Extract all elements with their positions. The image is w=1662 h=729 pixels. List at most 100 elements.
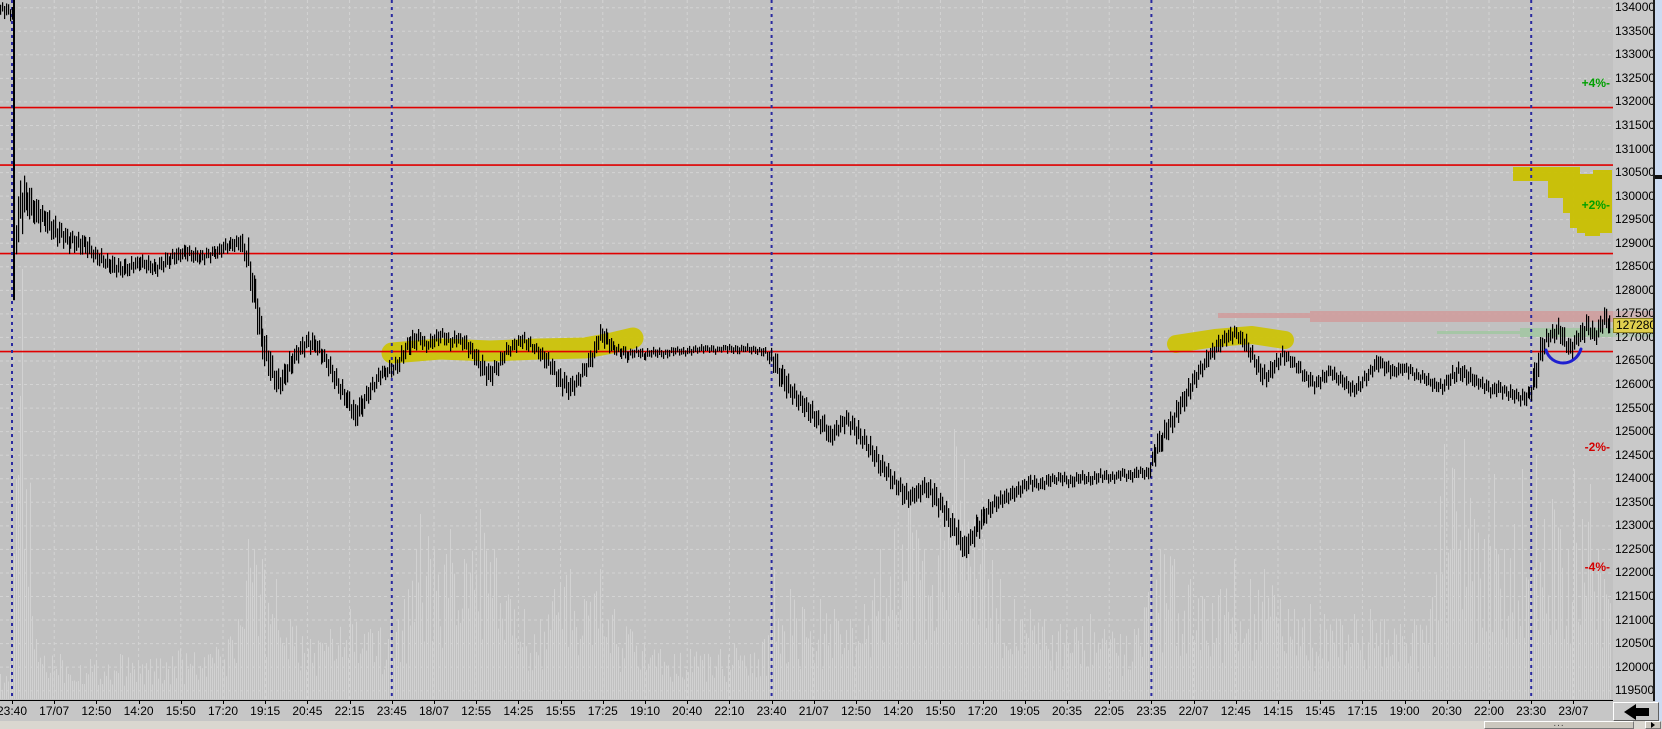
time-tick-mark — [729, 701, 731, 704]
price-tick-label: 134000 — [1615, 0, 1656, 15]
time-tick-label: 14:20 — [123, 704, 154, 718]
time-axis[interactable]: 23:40 17/07 12:50 14:20 15:50 17:20 19:15 20:45… — [0, 701, 1613, 721]
time-tick-mark — [602, 701, 604, 704]
time-tick-mark — [476, 701, 478, 704]
time-tick-mark — [898, 701, 900, 704]
time-tick-label: 17:20 — [967, 704, 998, 718]
price-tick-label: 127000 — [1615, 329, 1656, 344]
price-tick-label: 124500 — [1615, 447, 1656, 462]
time-tick-mark — [560, 701, 562, 704]
volume-bars — [0, 269, 1611, 699]
price-axis[interactable]: 134000 133500 133000 132500 132000 131500 1310… — [1613, 0, 1656, 701]
time-tick-label: 20:35 — [1051, 704, 1083, 718]
price-tick-label: 126500 — [1615, 353, 1656, 368]
time-tick-mark — [1320, 701, 1322, 704]
time-tick-label: 22:15 — [334, 704, 365, 718]
price-tick-label: 133000 — [1615, 47, 1656, 62]
price-tick-label: 121500 — [1615, 589, 1656, 603]
time-tick-label: 17:25 — [587, 704, 618, 718]
time-tick-mark — [180, 701, 182, 704]
time-tick-label: 17/07 — [39, 704, 70, 718]
time-tick-mark — [518, 701, 520, 704]
price-bars — [0, 0, 1611, 559]
price-tick-label: 129500 — [1615, 212, 1656, 227]
time-tick-label: 15:45 — [1305, 704, 1336, 718]
time-tick-label: 17:20 — [207, 704, 239, 718]
chart-canvas[interactable] — [0, 0, 1613, 700]
time-tick-mark — [1573, 701, 1575, 704]
time-tick-label: 15:50 — [925, 704, 956, 718]
time-tick-label: 22:00 — [1473, 704, 1505, 718]
time-tick-label: 14:15 — [1262, 704, 1294, 718]
price-tick-label: 132000 — [1615, 94, 1656, 109]
time-tick-label: 19:05 — [1009, 704, 1040, 718]
price-tick-label: 126000 — [1615, 377, 1656, 392]
time-tick-label: 20:40 — [672, 704, 703, 718]
price-tick-label: 123000 — [1615, 518, 1656, 533]
time-tick-label: 19:00 — [1389, 704, 1420, 718]
yellow-highlight-zones[interactable] — [381, 167, 1612, 364]
time-tick-mark — [1362, 701, 1364, 704]
time-tick-label: 15:55 — [545, 704, 576, 718]
time-tick-label: 12:45 — [1220, 704, 1251, 718]
right-arrow-icon — [1651, 722, 1655, 728]
blue-arc-annotation[interactable] — [1544, 347, 1583, 365]
price-tick-label: 120500 — [1615, 636, 1656, 651]
grid-lines — [0, 0, 1613, 700]
time-tick-mark — [1531, 701, 1533, 704]
time-tick-label: 12:55 — [461, 704, 492, 718]
scrollbar-thumb[interactable]: ... — [1484, 719, 1634, 729]
time-tick-mark — [1278, 701, 1279, 704]
price-tick-label: 124000 — [1615, 471, 1656, 486]
time-tick-label: 12:50 — [840, 704, 872, 718]
time-tick-mark — [1109, 701, 1111, 704]
time-tick-label: 23:40 — [0, 704, 28, 718]
time-tick-mark — [12, 701, 13, 704]
time-tick-mark — [1489, 701, 1490, 704]
percent-level-label: -4%- — [1584, 560, 1610, 574]
supply-demand-bands[interactable] — [1218, 311, 1613, 337]
price-tick-label: 121000 — [1615, 612, 1656, 627]
price-tick-label: 122500 — [1615, 541, 1656, 556]
price-tick-label: 131500 — [1615, 117, 1656, 132]
time-tick-label: 14:20 — [883, 704, 914, 718]
price-tick-label: 125500 — [1615, 400, 1656, 415]
time-tick-label: 17:15 — [1347, 704, 1378, 718]
time-tick-mark — [1151, 701, 1153, 704]
time-tick-mark — [645, 701, 646, 704]
time-tick-label: 22:10 — [714, 704, 745, 718]
time-tick-mark — [54, 701, 56, 704]
horizontal-scrollbar[interactable]: ... — [0, 719, 1662, 729]
price-tick-label: 123500 — [1615, 494, 1656, 509]
time-tick-mark — [1024, 701, 1026, 704]
window-right-edge — [1655, 0, 1662, 729]
time-tick-label: 20:45 — [292, 704, 323, 718]
time-tick-mark — [1067, 701, 1068, 704]
pane-splitter-handle[interactable] — [1655, 175, 1662, 179]
left-arrow-icon-tail — [1635, 707, 1649, 716]
time-tick-mark — [223, 701, 224, 704]
time-tick-label: 15:50 — [165, 704, 196, 718]
time-tick-mark — [1404, 701, 1406, 704]
left-arrow-icon — [1623, 703, 1636, 720]
time-tick-mark — [96, 701, 98, 704]
time-tick-mark — [138, 701, 140, 704]
chart-plot-area[interactable]: +4%- +2%- -2%- -4%- — [0, 0, 1613, 701]
time-tick-mark — [1193, 701, 1195, 704]
axis-border-line — [1653, 0, 1655, 701]
price-tick-label: 133500 — [1615, 23, 1656, 38]
time-tick-label: 19:15 — [250, 704, 281, 718]
time-tick-mark — [856, 701, 857, 704]
price-tick-label: 131000 — [1615, 141, 1656, 156]
time-tick-label: 23:35 — [1136, 704, 1167, 718]
price-tick-label: 128500 — [1615, 259, 1656, 274]
time-tick-label: 14:25 — [503, 704, 534, 718]
time-tick-mark — [307, 701, 309, 704]
scroll-to-latest-button[interactable] — [1613, 702, 1659, 721]
price-tick-label: 119500 — [1615, 683, 1655, 698]
time-tick-mark — [1446, 701, 1448, 704]
price-tick-label: 120000 — [1615, 659, 1656, 674]
scrollbar-right-button[interactable] — [1645, 721, 1661, 729]
last-price-label: 127280 — [1613, 317, 1656, 333]
